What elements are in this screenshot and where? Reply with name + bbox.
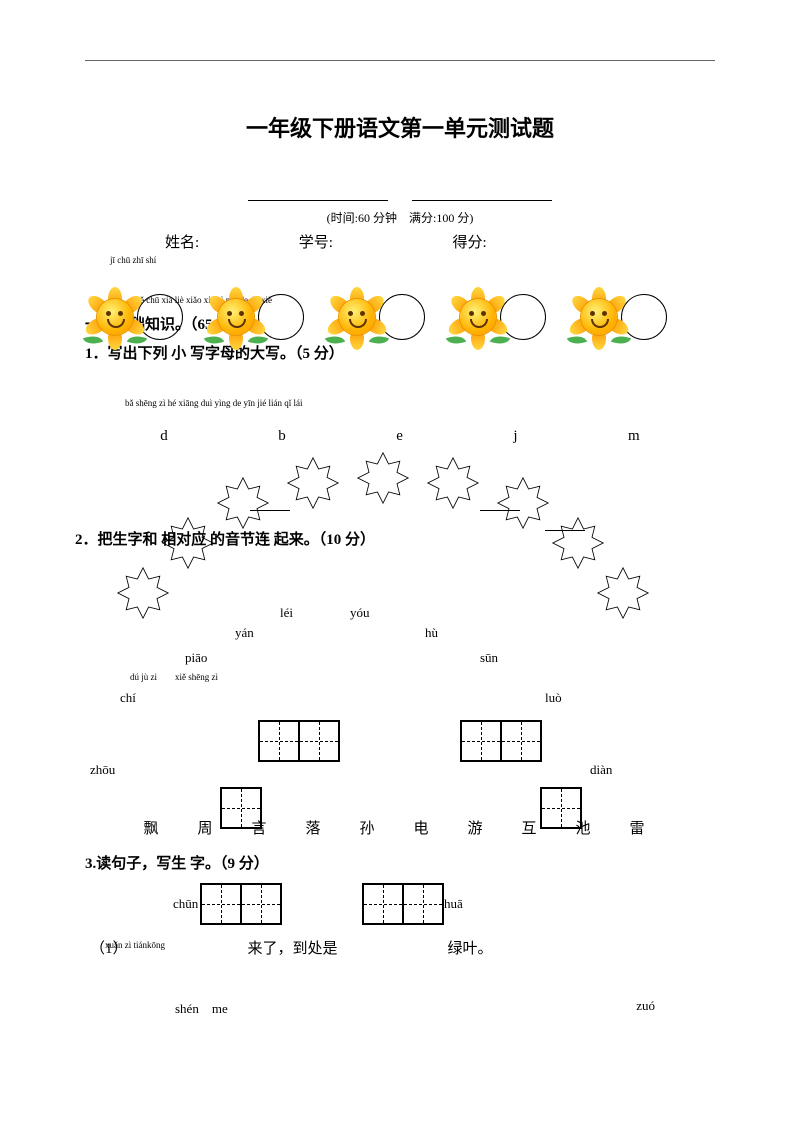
top-rule [85,60,715,61]
pinyin-jichu: jī chū zhī shí [85,255,715,265]
py-chi: chí [120,690,136,706]
star-arc: 2．把生字和 相对应 的音节连 起来。（10 分） [85,455,715,605]
text-2: 绿叶。 [448,937,493,958]
py-piao: piāo [185,650,207,666]
py-zuo: zuó [636,998,655,1017]
letter-b: b [278,428,286,445]
page-title: 一年级下册语文第一单元测试题 [85,111,715,143]
question-2: 2．把生字和 相对应 的音节连 起来。（10 分） [75,528,375,549]
letter-d: d [160,428,168,445]
question-1: 1．写出下列 小 写字母的大写。（5 分） [85,342,715,363]
text-1: 来了，到处是 [248,937,338,958]
py-hu: hù [425,625,438,641]
chars-row: 飘 周 言 落 孙 电 游 互 池 雷 [85,817,715,838]
letters-row: d b e j m [85,428,715,445]
grid-pair-4[interactable] [362,883,444,925]
sentence-row: （1） 来了，到处是 绿叶。 [85,937,715,958]
py-yan: yán [235,625,254,641]
time-info: (时间:60 分钟 满分:100 分) [85,209,715,226]
letter-j: j [513,428,517,445]
py-shenme: shén me [175,998,228,1017]
py-sun: sūn [480,650,498,666]
question-3: 3.读句子，写生 字。（9 分） [85,852,715,873]
id-label: 学号: [299,231,449,252]
pinyin-scatter: léi yóu yán hù piāo sūn dú jù zi xiě shē… [85,605,715,705]
py-lei: léi [280,605,293,621]
py-luo: luò [545,690,562,706]
grid-pair-3[interactable] [200,883,282,925]
pinyin-duju: dú jù zi xiě shēng zì [130,670,218,683]
py-zhou: zhōu [90,762,115,778]
subtitle-underlines [85,188,715,206]
name-label: 姓名: [165,231,295,252]
grid-pair-1[interactable] [258,720,340,762]
pinyin-basheng: bǎ shēng zì hé xiāng duì yìng de yīn jié… [85,398,715,408]
grids-area: zhōu diàn 飘 周 言 落 孙 电 游 互 池 雷 [85,720,715,832]
py-dian: diàn [590,762,612,778]
py-you: yóu [350,605,370,621]
student-info-row: 姓名: 学号: 得分: [85,231,715,252]
letter-e: e [396,428,403,445]
letter-m: m [628,428,640,445]
grid-pair-2[interactable] [460,720,542,762]
pinyin-xuanzi: xuǎn zì tiánkōng [105,940,165,950]
score-label: 得分: [453,231,487,252]
